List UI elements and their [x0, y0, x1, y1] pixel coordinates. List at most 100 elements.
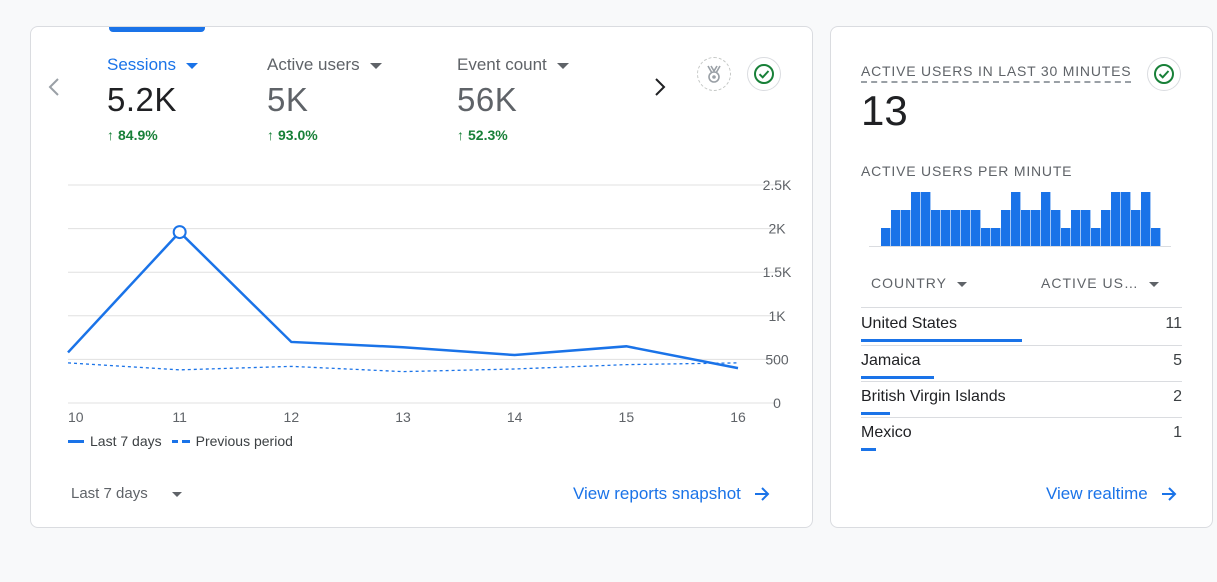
minute-bar	[1091, 228, 1101, 246]
column-label: COUNTRY	[871, 275, 947, 291]
minute-bar	[891, 210, 901, 246]
y-tick-label: 500	[765, 351, 789, 367]
view-reports-snapshot-link[interactable]: View reports snapshot	[573, 484, 771, 504]
y-tick-label: 1K	[768, 308, 786, 324]
minute-bar	[1021, 210, 1031, 246]
arrow-up-icon: ↑	[107, 127, 114, 143]
active-users-count: 2	[1173, 388, 1182, 405]
country-column-header[interactable]: COUNTRY	[871, 275, 967, 291]
x-tick-label: 11	[172, 409, 187, 423]
chart-legend: Last 7 days Previous period	[68, 433, 293, 449]
arrow-right-icon	[754, 487, 770, 501]
caret-down-icon	[556, 63, 569, 69]
metric-label[interactable]: Active users	[267, 55, 382, 75]
active-users-column-header[interactable]: ACTIVE US…	[1041, 275, 1159, 291]
minute-bar	[1051, 210, 1061, 246]
realtime-title[interactable]: ACTIVE USERS IN LAST 30 MINUTES	[861, 63, 1132, 83]
country-name: United States	[861, 315, 958, 332]
data-point-highlight	[172, 225, 187, 240]
minute-bar	[1101, 210, 1111, 246]
metric-label[interactable]: Event count	[457, 55, 569, 75]
minute-bar	[1081, 210, 1091, 246]
active-users-count: 1	[1173, 424, 1182, 441]
table-row: Mexico 1	[861, 420, 1182, 456]
metric-label-text: Active users	[267, 55, 360, 74]
metric-change-value: 84.9%	[118, 127, 158, 143]
caret-down-icon	[956, 281, 967, 287]
table-divider	[861, 345, 1182, 346]
check-circle-icon	[754, 64, 774, 84]
caret-down-icon	[369, 63, 382, 69]
table-row: United States 11	[861, 311, 1182, 347]
metric-change: ↑ 84.9%	[107, 127, 198, 143]
value-bar	[861, 448, 876, 451]
legend-label: Last 7 days	[90, 433, 162, 449]
legend-label: Previous period	[195, 433, 293, 449]
legend-dashed-swatch	[171, 439, 190, 443]
column-label: ACTIVE US…	[1041, 275, 1139, 291]
metric-sessions[interactable]: Sessions 5.2K ↑ 84.9%	[107, 55, 198, 143]
x-tick-label: 12	[284, 409, 300, 423]
check-circle-icon	[1154, 64, 1174, 84]
x-tick-label: 14	[507, 409, 523, 423]
realtime-card: ACTIVE USERS IN LAST 30 MINUTES 13 ACTIV…	[830, 26, 1213, 528]
metric-change: ↑ 93.0%	[267, 127, 382, 143]
legend-solid-swatch	[68, 439, 84, 443]
minute-bar	[911, 192, 921, 246]
table-divider	[861, 307, 1182, 308]
metric-change: ↑ 52.3%	[457, 127, 569, 143]
minute-bar	[1121, 192, 1131, 246]
legend-previous-period: Previous period	[171, 433, 293, 449]
minute-bar	[1031, 210, 1041, 246]
minute-bar	[961, 210, 971, 246]
insights-button[interactable]	[697, 57, 731, 91]
minute-bar	[881, 228, 891, 246]
link-label: View realtime	[1046, 484, 1148, 503]
minute-bar	[981, 228, 991, 246]
realtime-value: 13	[861, 87, 908, 134]
minute-bar	[1141, 192, 1151, 246]
metric-event-count[interactable]: Event count 56K ↑ 52.3%	[457, 55, 569, 143]
minute-bar	[971, 210, 981, 246]
legend-last-7-days: Last 7 days	[68, 433, 162, 449]
caret-down-icon	[185, 63, 198, 69]
value-bar	[861, 412, 891, 415]
value-bar	[861, 339, 1022, 342]
minute-bar	[1061, 228, 1071, 246]
per-minute-label: ACTIVE USERS PER MINUTE	[861, 163, 1073, 179]
view-realtime-link[interactable]: View realtime	[1046, 484, 1178, 504]
chevron-right-icon[interactable]	[648, 75, 672, 99]
minute-bar	[1011, 192, 1021, 246]
value-bar	[861, 376, 935, 379]
active-users-count: 5	[1173, 352, 1182, 369]
overview-card: Sessions 5.2K ↑ 84.9% Active users 5K ↑ …	[30, 26, 813, 528]
active-users-count: 11	[1165, 315, 1182, 332]
minute-bar	[1111, 192, 1121, 246]
metric-value: 56K	[457, 81, 518, 118]
date-range-select[interactable]: Last 7 days	[71, 485, 182, 502]
table-divider	[861, 381, 1182, 382]
minute-bar	[1151, 228, 1161, 246]
series-line-previous-period	[67, 362, 739, 373]
per-minute-bar-chart	[869, 192, 1171, 247]
country-name: British Virgin Islands	[861, 388, 1006, 405]
metric-change-value: 93.0%	[278, 127, 318, 143]
y-tick-label: 2.5K	[763, 177, 792, 193]
tab-indicator	[109, 27, 205, 32]
chevron-left-icon[interactable]	[42, 75, 66, 99]
metric-value: 5K	[267, 81, 309, 118]
metric-change-value: 52.3%	[468, 127, 508, 143]
country-name: Mexico	[861, 424, 912, 441]
x-tick-label: 10	[68, 409, 84, 423]
metric-label[interactable]: Sessions	[107, 55, 198, 75]
status-button[interactable]	[747, 57, 781, 91]
minute-bar	[1131, 210, 1141, 246]
metric-label-text: Sessions	[107, 55, 176, 74]
status-button[interactable]	[1147, 57, 1181, 91]
metric-active-users[interactable]: Active users 5K ↑ 93.0%	[267, 55, 382, 143]
minute-bar	[1071, 210, 1081, 246]
y-tick-label: 2K	[768, 221, 786, 237]
table-divider	[861, 417, 1182, 418]
medal-icon	[707, 65, 721, 83]
